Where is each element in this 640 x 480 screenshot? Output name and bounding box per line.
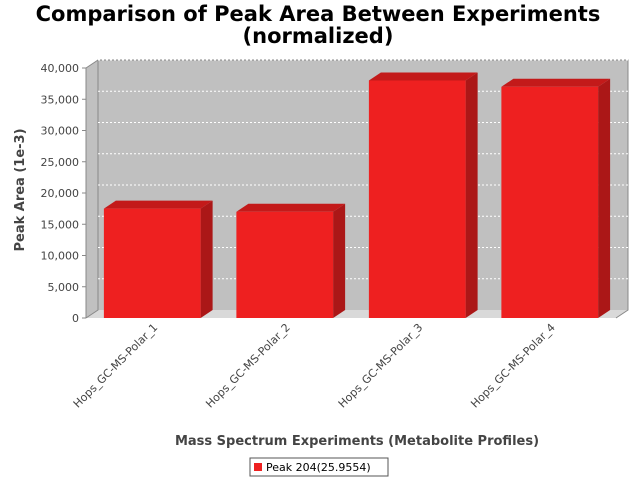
bar (501, 78, 611, 318)
bar (236, 203, 346, 318)
bar-top (501, 78, 611, 87)
y-tick-label: 20,000 (41, 187, 80, 200)
plot-frame-edge (85, 59, 99, 69)
y-tick-label: 35,000 (41, 93, 80, 106)
bar-front (236, 211, 334, 318)
bar-side (598, 78, 611, 318)
plot-background (86, 60, 628, 318)
bar-side (200, 200, 213, 318)
y-tick-label: 10,000 (41, 250, 80, 263)
bar-front (501, 86, 599, 318)
bar-front (103, 208, 201, 318)
legend-swatch (254, 463, 262, 471)
bar-front (368, 80, 466, 318)
x-axis: Hops_GC-MS-Polar_1 Hops_GC-MS-Polar_2 Hops… (71, 321, 558, 411)
y-tick-label: 15,000 (41, 218, 80, 231)
y-axis: 0 5,000 10,000 15,000 20,000 25,000 30,000 35,0… (41, 62, 87, 325)
y-tick-label: 30,000 (41, 125, 80, 138)
y-axis-label: Peak Area (1e-3) (13, 128, 28, 251)
bar-side (333, 203, 346, 318)
y-tick-label: 40,000 (41, 62, 80, 75)
legend-box (249, 457, 389, 477)
y-tick-label: 25,000 (41, 156, 80, 169)
y-tick-label: 0 (72, 312, 79, 325)
bar-side (465, 72, 478, 318)
legend-entry-label: Peak 204(25.9554) (266, 461, 371, 474)
chart-title: Comparison of Peak Area Between Experime… (36, 2, 601, 26)
bar-top (103, 200, 213, 209)
bar-top (236, 203, 346, 212)
x-tick-label: Hops_GC-MS-Polar_4 (468, 321, 558, 411)
x-tick-label: Hops_GC-MS-Polar_3 (336, 321, 426, 411)
bar-top (368, 72, 478, 81)
plot-area (85, 59, 629, 319)
bar (103, 200, 213, 318)
legend: Peak 204(25.9554) (249, 457, 389, 477)
bar-series (103, 72, 611, 318)
x-axis-label: Mass Spectrum Experiments (Metabolite Pr… (175, 434, 539, 449)
x-tick-label: Hops_GC-MS-Polar_1 (71, 321, 161, 411)
plot-floor (86, 310, 628, 318)
chart-subtitle: (normalized) (243, 24, 394, 48)
x-tick-label: Hops_GC-MS-Polar_2 (203, 321, 293, 411)
bar (368, 72, 478, 318)
y-tick-label: 5,000 (48, 281, 80, 294)
